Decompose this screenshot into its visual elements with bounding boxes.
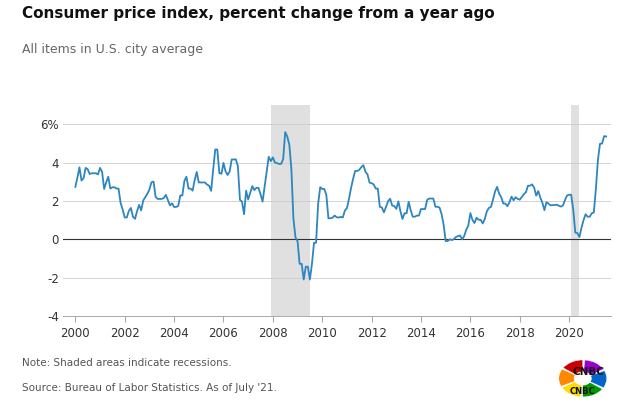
- Circle shape: [575, 372, 591, 385]
- Wedge shape: [563, 360, 583, 375]
- Bar: [271, 105, 310, 316]
- Bar: [571, 105, 580, 316]
- Text: Note: Shaded areas indicate recessions.: Note: Shaded areas indicate recessions.: [22, 358, 232, 369]
- Text: CNBC: CNBC: [570, 387, 595, 396]
- Wedge shape: [562, 382, 582, 397]
- Wedge shape: [590, 371, 607, 388]
- Text: Consumer price index, percent change from a year ago: Consumer price index, percent change fro…: [22, 6, 495, 21]
- Text: CNBC: CNBC: [573, 367, 605, 377]
- Wedge shape: [559, 369, 576, 386]
- Text: All items in U.S. city average: All items in U.S. city average: [22, 43, 203, 55]
- Text: Source: Bureau of Labor Statistics. As of July '21.: Source: Bureau of Labor Statistics. As o…: [22, 383, 277, 393]
- Wedge shape: [583, 360, 604, 375]
- Wedge shape: [583, 382, 602, 397]
